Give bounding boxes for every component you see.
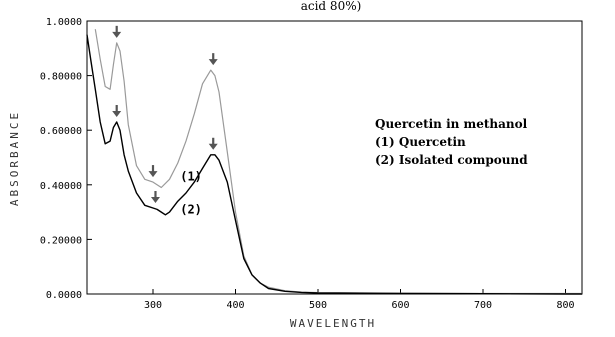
arrow-head xyxy=(208,143,218,150)
annotation-curve-2: (2) xyxy=(180,202,202,216)
x-axis-label: WAVELENGTH xyxy=(290,317,376,330)
peak-arrows xyxy=(112,25,218,204)
arrow-head xyxy=(112,31,122,38)
x-tick-label: 700 xyxy=(474,300,492,311)
arrow-head xyxy=(208,59,218,66)
x-axis-ticks: 300 400 500 600 700 800 xyxy=(144,289,575,311)
legend-title: Quercetin in methanol xyxy=(375,117,528,131)
y-tick-label: 0.60000 xyxy=(40,126,82,137)
down-arrow-icon xyxy=(148,165,158,178)
legend-entry-quercetin: (1) Quercetin xyxy=(375,135,466,149)
annotation-curve-1: (1) xyxy=(180,170,202,184)
legend: Quercetin in methanol (1) Quercetin (2) … xyxy=(375,117,528,167)
down-arrow-icon xyxy=(112,105,122,118)
y-tick-label: 1.0000 xyxy=(46,17,82,28)
arrow-head xyxy=(112,111,122,118)
x-tick-label: 300 xyxy=(144,300,162,311)
arrow-head xyxy=(150,197,160,204)
x-tick-label: 500 xyxy=(309,300,327,311)
series-line-isolated-compound xyxy=(86,34,582,295)
series-lines xyxy=(86,29,582,295)
down-arrow-icon xyxy=(150,191,160,204)
down-arrow-icon xyxy=(112,25,122,38)
x-tick-label: 400 xyxy=(226,300,244,311)
down-arrow-icon xyxy=(208,137,218,150)
header-fragment: acid 80%) xyxy=(301,0,362,13)
y-axis-label: ABSORBANCE xyxy=(8,110,21,206)
y-tick-label: 0.0000 xyxy=(46,290,82,301)
plot-frame xyxy=(86,20,583,295)
curve-annotations: (1) (2) xyxy=(180,170,202,217)
y-tick-label: 0.20000 xyxy=(40,235,82,246)
x-tick-label: 600 xyxy=(391,300,409,311)
y-tick-label: 0.40000 xyxy=(40,181,82,192)
arrow-head xyxy=(148,171,158,178)
legend-entry-isolated-compound: (2) Isolated compound xyxy=(375,153,528,167)
down-arrow-icon xyxy=(208,53,218,66)
y-tick-label: 0.80000 xyxy=(40,72,82,83)
y-axis-ticks: 0.0000 0.20000 0.40000 0.60000 0.80000 1.0000 xyxy=(40,17,92,301)
x-tick-label: 800 xyxy=(556,300,574,311)
